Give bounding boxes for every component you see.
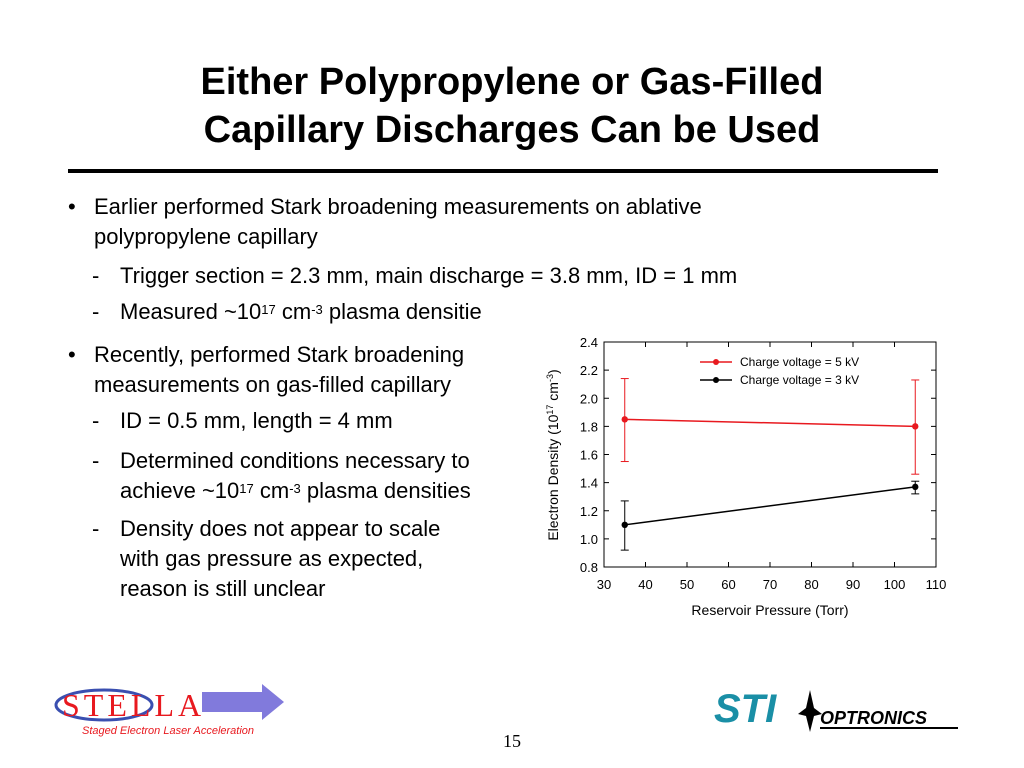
series-1 [620, 480, 920, 551]
x-tick-label: 80 [804, 577, 818, 592]
bullet-1-line-1: Earlier performed Stark broadening measu… [94, 194, 702, 219]
sub-text-line-2: achieve ~1017 cm-3 plasma densities [120, 478, 471, 503]
x-tick-label: 90 [846, 577, 860, 592]
dash: - [92, 448, 100, 473]
bullet-dot: • [68, 194, 76, 219]
y-axis-label: Electron Density (1017 cm-3) [545, 369, 561, 540]
y-tick-label: 2.2 [580, 363, 598, 378]
y-tick-label: 2.0 [580, 391, 598, 406]
page-number: 15 [503, 731, 521, 751]
sub-text: ID = 0.5 mm, length = 4 mm [120, 408, 393, 433]
series-0 [620, 378, 920, 475]
sub-text-line-3: reason is still unclear [120, 576, 326, 601]
series-line [624, 418, 916, 428]
sub-text-line-2: with gas pressure as expected, [120, 546, 424, 571]
dash: - [92, 299, 100, 324]
density-chart: 0.8 1.0 1.2 1.4 1.6 1.8 2.0 2.2 2.4 30 40 50 60 70 80… [545, 335, 947, 618]
y-tick-label: 2.4 [580, 335, 598, 350]
legend-label: Charge voltage = 3 kV [740, 373, 859, 387]
y-axis: 0.8 1.0 1.2 1.4 1.6 1.8 2.0 2.2 2.4 [580, 335, 936, 575]
legend-label: Charge voltage = 5 kV [740, 355, 859, 369]
y-tick-label: 1.0 [580, 532, 598, 547]
x-axis-label: Reservoir Pressure (Torr) [691, 602, 848, 618]
legend-marker [713, 359, 719, 365]
x-tick-label: 60 [721, 577, 735, 592]
title-line-2: Capillary Discharges Can be Used [203, 109, 821, 151]
sub-text: Measured ~1017 cm-3 plasma densitie [120, 299, 482, 324]
sub-text-line-1: Density does not appear to scale [120, 516, 441, 541]
series-layer [620, 378, 920, 551]
data-point [621, 416, 628, 423]
y-tick-label: 1.4 [580, 476, 598, 491]
y-tick-label: 1.6 [580, 448, 598, 463]
stella-caption: Staged Electron Laser Acceleration [82, 725, 254, 737]
y-tick-label: 1.8 [580, 419, 598, 434]
x-tick-label: 30 [597, 577, 611, 592]
sub-text-line-1: Determined conditions necessary to [120, 448, 470, 473]
bullet-2-line-1: Recently, performed Stark broadening [94, 342, 465, 367]
dash: - [92, 263, 100, 288]
y-tick-label: 0.8 [580, 560, 598, 575]
bullet-1-line-2: polypropylene capillary [94, 224, 318, 249]
x-tick-label: 110 [926, 577, 947, 592]
data-point [912, 423, 919, 430]
sti-wordmark: STI [714, 687, 777, 731]
star-icon [798, 690, 822, 732]
stella-logo: STELLA Staged Electron Laser Acceleratio… [54, 684, 284, 737]
legend: Charge voltage = 5 kV Charge voltage = 3 … [700, 355, 859, 387]
stella-wordmark: STELLA [62, 687, 205, 723]
x-tick-label: 70 [763, 577, 777, 592]
stella-arrow-icon [202, 684, 284, 720]
x-tick-label: 100 [884, 577, 906, 592]
x-tick-label: 50 [680, 577, 694, 592]
series-line [624, 486, 916, 526]
optronics-wordmark: OPTRONICS [820, 708, 927, 728]
dash: - [92, 408, 100, 433]
sti-optronics-logo: STI OPTRONICS [714, 687, 958, 732]
dash: - [92, 516, 100, 541]
data-point [621, 521, 628, 529]
data-point [912, 483, 919, 491]
bullet-dot: • [68, 342, 76, 367]
title-line-1: Either Polypropylene or Gas-Filled [200, 61, 824, 103]
sub-text: Trigger section = 2.3 mm, main discharge… [120, 263, 738, 288]
x-tick-label: 40 [638, 577, 652, 592]
y-tick-label: 1.2 [580, 504, 598, 519]
bullet-2-line-2: measurements on gas-filled capillary [94, 372, 452, 397]
title-divider [68, 169, 938, 173]
stella-swoosh [54, 688, 154, 722]
x-axis: 30 40 50 60 70 80 90 100 110 [597, 342, 947, 592]
slide-title: Either Polypropylene or Gas-Filled Capil… [0, 58, 1024, 154]
plot-frame [603, 341, 937, 568]
legend-marker [713, 377, 719, 383]
